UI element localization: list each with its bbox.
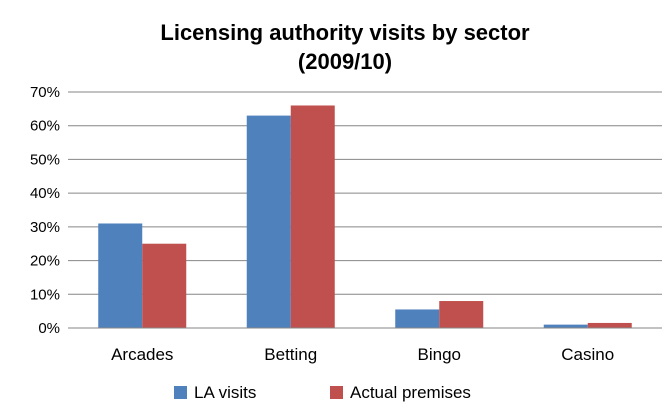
- y-tick-label: 60%: [30, 118, 60, 135]
- x-category-label: Arcades: [111, 345, 173, 364]
- x-axis-categories: Arcades Betting Bingo Casino: [111, 345, 614, 364]
- y-tick-label: 50%: [30, 151, 60, 168]
- bar-arcades-la-visits: [98, 223, 143, 328]
- bar-casino-actual-premises: [587, 322, 632, 328]
- bar-betting-la-visits: [246, 115, 291, 328]
- bar-casino-la-visits: [543, 324, 588, 328]
- y-tick-label: 40%: [30, 185, 60, 202]
- y-tick-label: 70%: [30, 84, 60, 101]
- x-category-label: Casino: [561, 345, 614, 364]
- bar-arcades-actual-premises: [142, 243, 187, 328]
- y-tick-label: 20%: [30, 253, 60, 270]
- chart-title: Licensing authority visits by sector: [160, 20, 530, 45]
- x-category-label: Bingo: [418, 345, 461, 364]
- legend: LA visits Actual premises: [174, 383, 471, 402]
- bar-bingo-actual-premises: [439, 301, 484, 328]
- y-tick-label: 10%: [30, 286, 60, 303]
- legend-swatch: [330, 386, 343, 399]
- chart-subtitle: (2009/10): [298, 49, 392, 74]
- legend-label: LA visits: [194, 383, 256, 402]
- bar-betting-actual-premises: [290, 105, 335, 328]
- bars: [98, 105, 632, 328]
- y-axis-ticks: 0% 10% 20% 30% 40% 50% 60% 70%: [30, 84, 60, 337]
- y-tick-label: 30%: [30, 219, 60, 236]
- y-tick-label: 0%: [38, 320, 60, 337]
- x-category-label: Betting: [264, 345, 317, 364]
- legend-label: Actual premises: [350, 383, 471, 402]
- legend-swatch: [174, 386, 187, 399]
- bar-bingo-la-visits: [395, 309, 440, 328]
